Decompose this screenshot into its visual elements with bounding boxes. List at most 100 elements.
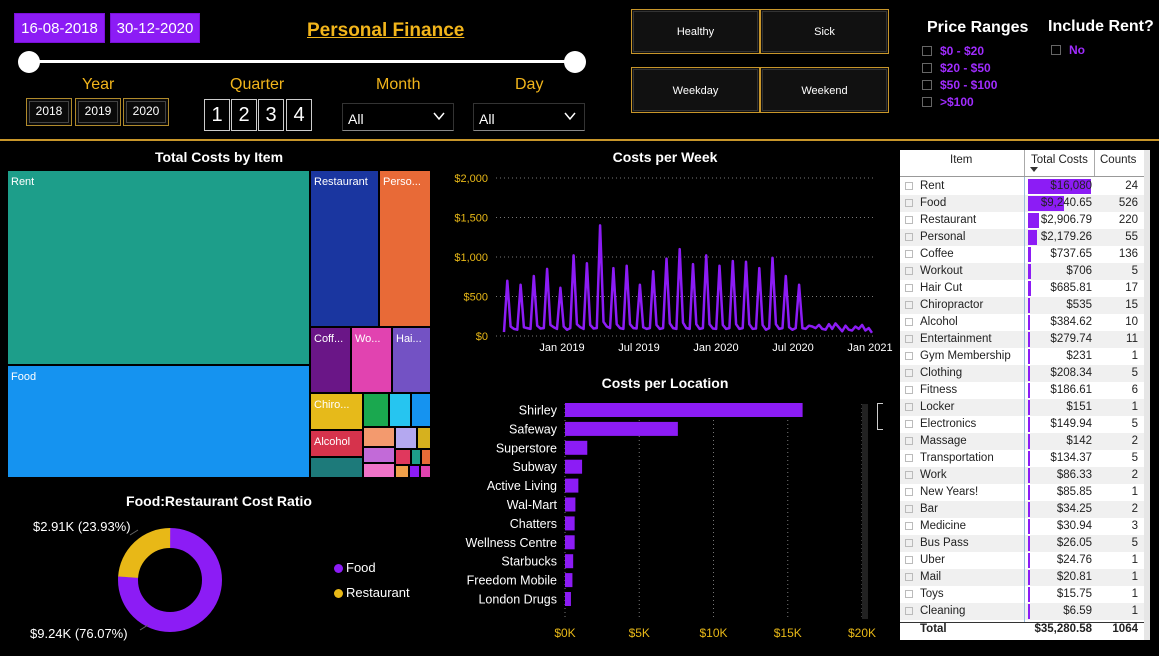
table-row[interactable]: Cleaning $6.59 1 bbox=[900, 603, 1150, 620]
column-header-total-costs[interactable]: Total Costs bbox=[1031, 154, 1088, 166]
expand-icon[interactable] bbox=[905, 182, 913, 190]
table-row[interactable]: Bar $34.25 2 bbox=[900, 501, 1150, 518]
location-bar[interactable] bbox=[565, 421, 678, 436]
tile-small[interactable] bbox=[363, 447, 395, 463]
column-header-counts[interactable]: Counts bbox=[1100, 154, 1137, 166]
checkbox-icon[interactable] bbox=[922, 79, 932, 90]
tile-chiropractor[interactable]: Chiro... bbox=[310, 393, 363, 430]
location-bar[interactable] bbox=[565, 497, 576, 512]
quarter-4-button[interactable]: 4 bbox=[286, 99, 312, 131]
tile-workout[interactable]: Wo... bbox=[351, 327, 392, 393]
location-bar[interactable] bbox=[565, 440, 588, 455]
tile-small[interactable] bbox=[409, 465, 420, 478]
expand-icon[interactable] bbox=[905, 318, 913, 326]
donut-chart[interactable]: $2.91K (23.93%) $9.24K (76.07%) bbox=[0, 512, 300, 656]
weekday-button[interactable]: Weekday bbox=[631, 67, 760, 113]
treemap[interactable]: Rent Food Restaurant Perso... Coff... Wo… bbox=[7, 170, 431, 478]
year-2019-button[interactable]: 2019 bbox=[75, 98, 121, 126]
expand-icon[interactable] bbox=[905, 539, 913, 547]
expand-icon[interactable] bbox=[905, 454, 913, 462]
table-row[interactable]: Toys $15.75 1 bbox=[900, 586, 1150, 603]
table-row[interactable]: Personal $2,179.26 55 bbox=[900, 229, 1150, 246]
expand-icon[interactable] bbox=[905, 573, 913, 581]
expand-icon[interactable] bbox=[905, 607, 913, 615]
tile-small[interactable] bbox=[395, 449, 411, 465]
weekly-cost-line[interactable] bbox=[502, 224, 874, 334]
weekend-button[interactable]: Weekend bbox=[760, 67, 889, 113]
expand-icon[interactable] bbox=[905, 216, 913, 224]
tile-small[interactable] bbox=[411, 449, 421, 465]
tile-small[interactable] bbox=[395, 427, 417, 449]
table-row[interactable]: Gym Membership $231 1 bbox=[900, 348, 1150, 365]
expand-icon[interactable] bbox=[905, 233, 913, 241]
expand-icon[interactable] bbox=[905, 199, 913, 207]
date-start-box[interactable]: 16-08-2018 bbox=[14, 13, 105, 43]
price-range-option[interactable]: $20 - $50 bbox=[922, 60, 997, 77]
tile-small[interactable] bbox=[417, 427, 431, 449]
location-bar[interactable] bbox=[565, 554, 574, 569]
checkbox-icon[interactable] bbox=[922, 45, 932, 56]
tile-personal[interactable]: Perso... bbox=[379, 170, 431, 327]
expand-icon[interactable] bbox=[905, 488, 913, 496]
healthy-button[interactable]: Healthy bbox=[631, 9, 760, 54]
location-bar[interactable] bbox=[565, 403, 803, 417]
table-scrollbar[interactable] bbox=[1144, 150, 1150, 640]
expand-icon[interactable] bbox=[905, 352, 913, 360]
table-row[interactable]: Rent $16,080 24 bbox=[900, 178, 1150, 195]
date-end-box[interactable]: 30-12-2020 bbox=[110, 13, 200, 43]
table-row[interactable]: Massage $142 2 bbox=[900, 433, 1150, 450]
checkbox-icon[interactable] bbox=[1051, 44, 1061, 55]
table-row[interactable]: New Years! $85.85 1 bbox=[900, 484, 1150, 501]
location-bar[interactable] bbox=[565, 516, 575, 531]
expand-icon[interactable] bbox=[905, 250, 913, 258]
costs-per-location-chart[interactable]: $0K $5K $10K $15K $20K Shirley Safeway Supersto… bbox=[444, 396, 894, 646]
month-dropdown[interactable]: All bbox=[342, 103, 454, 131]
location-bar[interactable] bbox=[565, 573, 573, 588]
location-bar[interactable] bbox=[565, 535, 575, 550]
table-row[interactable]: Workout $706 5 bbox=[900, 263, 1150, 280]
tile-food[interactable]: Food bbox=[7, 365, 310, 478]
tile-coffee[interactable]: Coff... bbox=[310, 327, 351, 393]
table-row[interactable]: Locker $151 1 bbox=[900, 399, 1150, 416]
expand-icon[interactable] bbox=[905, 471, 913, 479]
tile-small[interactable] bbox=[363, 427, 395, 447]
year-2020-button[interactable]: 2020 bbox=[123, 98, 169, 126]
table-row[interactable]: Electronics $149.94 5 bbox=[900, 416, 1150, 433]
include-rent-option[interactable]: No bbox=[1051, 42, 1085, 59]
table-row[interactable]: Bus Pass $26.05 5 bbox=[900, 535, 1150, 552]
expand-icon[interactable] bbox=[905, 556, 913, 564]
table-row[interactable]: Mail $20.81 1 bbox=[900, 569, 1150, 586]
tile-small[interactable] bbox=[411, 393, 431, 427]
price-range-option[interactable]: $0 - $20 bbox=[922, 43, 997, 60]
table-row[interactable]: Food $9,240.65 526 bbox=[900, 195, 1150, 212]
tile-small[interactable] bbox=[363, 393, 389, 427]
year-2018-button[interactable]: 2018 bbox=[26, 98, 72, 126]
column-header-item[interactable]: Item bbox=[950, 154, 973, 166]
expand-icon[interactable] bbox=[905, 522, 913, 530]
date-slider-start-handle[interactable] bbox=[18, 51, 40, 73]
tile-small[interactable] bbox=[420, 465, 431, 478]
legend-item-restaurant[interactable]: Restaurant bbox=[334, 585, 410, 610]
table-row[interactable]: Clothing $208.34 5 bbox=[900, 365, 1150, 382]
table-row[interactable]: Chiropractor $535 15 bbox=[900, 297, 1150, 314]
tile-small[interactable] bbox=[363, 463, 395, 478]
tile-rent[interactable]: Rent bbox=[7, 170, 310, 365]
table-row[interactable]: Fitness $186.61 6 bbox=[900, 382, 1150, 399]
table-row[interactable]: Hair Cut $685.81 17 bbox=[900, 280, 1150, 297]
price-range-option[interactable]: $50 - $100 bbox=[922, 77, 997, 94]
expand-icon[interactable] bbox=[905, 386, 913, 394]
sick-button[interactable]: Sick bbox=[760, 9, 889, 54]
costs-per-week-chart[interactable]: $2,000 $1,500 $1,000 $500 $0 Jan 2019 Jul 2019… bbox=[444, 168, 894, 360]
table-row[interactable]: Work $86.33 2 bbox=[900, 467, 1150, 484]
location-bar[interactable] bbox=[565, 592, 571, 606]
price-range-option[interactable]: >$100 bbox=[922, 94, 997, 111]
expand-icon[interactable] bbox=[905, 437, 913, 445]
location-bar[interactable] bbox=[565, 478, 579, 493]
table-row[interactable]: Restaurant $2,906.79 220 bbox=[900, 212, 1150, 229]
checkbox-icon[interactable] bbox=[922, 96, 932, 107]
tile-small[interactable] bbox=[310, 457, 363, 478]
tile-small[interactable] bbox=[421, 449, 431, 465]
expand-icon[interactable] bbox=[905, 369, 913, 377]
table-row[interactable]: Transportation $134.37 5 bbox=[900, 450, 1150, 467]
quarter-1-button[interactable]: 1 bbox=[204, 99, 230, 131]
